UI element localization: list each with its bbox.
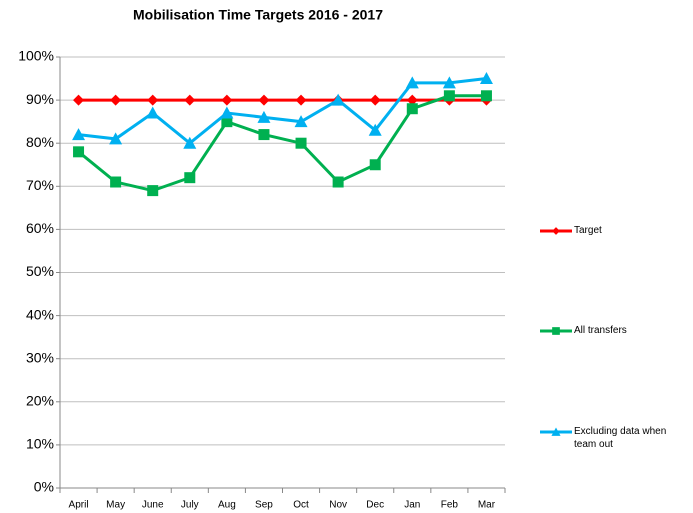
y-tick-label: 60%	[26, 220, 54, 236]
marker	[295, 94, 307, 106]
marker	[220, 106, 234, 119]
legend-entry: All transfers	[540, 324, 690, 338]
marker	[369, 94, 381, 106]
marker	[184, 94, 196, 106]
x-tick-label: Oct	[293, 500, 309, 511]
marker	[369, 159, 381, 171]
marker	[258, 129, 270, 141]
marker	[405, 76, 419, 89]
y-tick-label: 20%	[26, 393, 54, 409]
y-tick-label: 50%	[26, 263, 54, 279]
marker	[109, 132, 123, 145]
marker	[332, 176, 344, 188]
marker	[552, 327, 560, 335]
marker	[72, 128, 86, 141]
marker	[442, 76, 456, 89]
marker	[552, 227, 560, 235]
legend-icon	[540, 427, 572, 436]
y-tick-label: 10%	[26, 436, 54, 452]
legend-label: All transfers	[574, 325, 627, 336]
marker	[480, 90, 492, 102]
marker	[406, 94, 418, 106]
chart-title: Mobilisation Time Targets 2016 - 2017	[133, 7, 383, 23]
legend-entry: Excluding data when team out	[540, 425, 690, 451]
marker	[257, 110, 271, 123]
legend-icon	[540, 227, 572, 235]
x-tick-label: Nov	[329, 500, 347, 511]
series-line	[78, 77, 487, 146]
marker	[294, 115, 308, 128]
legend-label: Target	[574, 225, 602, 236]
x-tick-label: July	[181, 500, 199, 511]
y-tick-label: 70%	[26, 177, 54, 193]
x-tick-label: Jan	[404, 500, 420, 511]
y-tick-label: 100%	[18, 48, 54, 64]
marker	[406, 103, 418, 115]
marker	[183, 136, 197, 149]
marker	[221, 94, 233, 106]
marker	[258, 94, 270, 106]
marker	[73, 94, 85, 106]
marker	[147, 94, 159, 106]
y-tick-label: 80%	[26, 134, 54, 150]
x-tick-label: Feb	[441, 500, 459, 511]
x-tick-label: Dec	[366, 500, 384, 511]
legend-icon	[540, 327, 572, 335]
legend-entry: Target	[540, 224, 690, 238]
series-line	[77, 94, 487, 193]
marker	[110, 94, 122, 106]
y-tick-label: 30%	[26, 349, 54, 365]
x-tick-label: April	[69, 500, 89, 511]
x-tick-label: Aug	[218, 500, 236, 511]
legend-label: Excluding data when team out	[574, 426, 667, 450]
marker	[551, 427, 561, 436]
x-tick-label: May	[106, 500, 125, 511]
y-tick-label: 90%	[26, 91, 54, 107]
marker	[443, 90, 455, 102]
marker	[221, 116, 233, 128]
marker	[147, 185, 159, 197]
x-tick-label: June	[142, 500, 164, 511]
marker	[331, 93, 345, 106]
y-tick-label: 40%	[26, 306, 54, 322]
marker	[73, 146, 85, 158]
marker	[479, 72, 493, 85]
y-tick-label: 0%	[34, 479, 54, 495]
marker	[295, 137, 307, 149]
x-tick-label: Sep	[255, 500, 273, 511]
x-tick-label: Mar	[478, 500, 496, 511]
marker	[368, 123, 382, 136]
marker	[184, 172, 196, 184]
marker	[110, 176, 122, 188]
marker	[146, 106, 160, 119]
